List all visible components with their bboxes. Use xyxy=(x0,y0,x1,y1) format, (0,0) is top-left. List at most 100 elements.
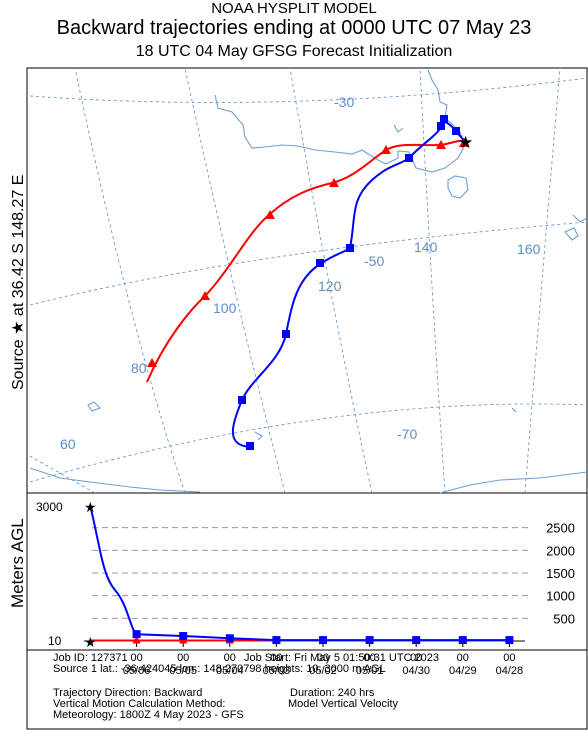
lat-label-30: -30 xyxy=(334,94,354,110)
kerguelen-island xyxy=(87,401,101,412)
profile-series-marker xyxy=(272,636,281,645)
profile-x-tick-date: 04/28 xyxy=(496,665,524,677)
spencer-gulf xyxy=(393,124,404,133)
map-grid-labels: -30 -50 -70 60 80 100 120 140 160 xyxy=(60,94,541,452)
antarctica-coastline-east xyxy=(439,471,588,494)
trajectory-3000m-marker xyxy=(346,244,354,252)
profile-height-label: 2500 xyxy=(546,521,575,536)
trajectory-10m-marker xyxy=(436,140,446,149)
trajectory-title: Backward trajectories ending at 0000 UTC… xyxy=(56,17,532,39)
lon-line-60 xyxy=(27,454,96,494)
vertical-motion-method: Vertical Motion Calculation Method: xyxy=(53,698,226,710)
profile-series xyxy=(89,504,514,645)
lon-label-160: 160 xyxy=(517,241,541,257)
profile-series-marker xyxy=(132,630,141,639)
profile-frame xyxy=(26,492,588,651)
trajectory-3000m-marker xyxy=(452,127,460,135)
profile-start-star-icon: ★ xyxy=(84,635,97,651)
lon-line-140 xyxy=(419,67,446,494)
profile-series-marker xyxy=(458,636,467,645)
tasmania-coastline xyxy=(447,175,469,199)
profile-x-tick-date: 05/05 xyxy=(169,665,197,677)
trajectory-10m xyxy=(146,138,469,383)
trajectory-3000m xyxy=(231,115,467,450)
trajectory-3000m-marker xyxy=(246,442,254,450)
profile-x-tick-hour: 00 xyxy=(317,652,329,664)
lon-label-80: 80 xyxy=(131,360,147,376)
macquarie-island xyxy=(511,407,517,413)
profile-x-tick-hour: 00 xyxy=(410,652,422,664)
map-graticule xyxy=(27,67,588,494)
meteorology: Meteorology: 1800Z 4 May 2023 - GFS xyxy=(53,709,244,721)
profile-grid xyxy=(92,527,528,619)
profile-label-10: 10 xyxy=(48,634,62,648)
trajectory-direction: Trajectory Direction: Backward xyxy=(53,687,203,699)
profile-label-3000: 3000 xyxy=(36,500,63,514)
profile-series-marker xyxy=(225,634,234,643)
trajectory-10m-marker xyxy=(147,358,157,367)
trajectory-10m-marker xyxy=(329,178,339,187)
lon-label-120: 120 xyxy=(318,278,342,294)
new-zealand-coastline xyxy=(572,214,588,223)
map-frame xyxy=(26,67,588,494)
lat-line-70 xyxy=(29,403,588,483)
trajectory-3000m-marker xyxy=(282,330,290,338)
job-start: Job Start: Fri May 5 01:50:31 UTC 2023 xyxy=(244,652,440,664)
profile-height-label: 1500 xyxy=(546,566,575,581)
trajectory-3000m-marker xyxy=(316,259,324,267)
info-frame xyxy=(26,649,588,730)
trajectory-3000m-marker xyxy=(405,154,413,162)
profile-x-tick-date: 05/03 xyxy=(263,665,291,677)
profile-height-label: 1000 xyxy=(546,589,575,604)
trajectory-10m-marker xyxy=(200,291,210,300)
lon-line-160 xyxy=(524,67,561,494)
profile-x-tick-hour: 00 xyxy=(457,652,469,664)
profile-x-tick-hour: 00 xyxy=(130,652,142,664)
australia-coastline xyxy=(214,69,466,173)
job-id: Job ID: 127371 xyxy=(53,652,128,664)
forecast-subtitle: 18 UTC 04 May GFSG Forecast Initializati… xyxy=(135,43,453,60)
trajectory-3000m-path xyxy=(231,121,467,448)
job-info-panel: Job ID: 127371 Job Start: Fri May 5 01:5… xyxy=(28,650,588,730)
profile-x-tick-hour: 00 xyxy=(224,652,236,664)
profile-x-tick-date: 05/06 xyxy=(123,665,151,677)
profile-x-tick-date: 05/02 xyxy=(309,665,337,677)
new-zealand-south xyxy=(564,227,579,241)
lon-line-120 xyxy=(289,67,373,494)
lat-line-50 xyxy=(29,221,588,306)
profile-x-tick-hour: 00 xyxy=(270,652,282,664)
trajectory-3000m-marker xyxy=(437,122,445,130)
antarctica-coastline-west xyxy=(29,467,201,493)
lon-label-140: 140 xyxy=(414,239,438,255)
trajectory-10m-path xyxy=(146,139,467,383)
profile-series-marker xyxy=(132,635,141,644)
profile-series-marker xyxy=(412,636,421,645)
profile-series-marker xyxy=(179,632,188,641)
lat-label-70: -70 xyxy=(397,426,417,442)
profile-x-tick-hour: 00 xyxy=(177,652,189,664)
profile-x-ticks: 0005/060005/050005/040005/030005/020005/… xyxy=(123,641,523,677)
profile-height-label: 500 xyxy=(553,611,575,626)
profile-series-marker xyxy=(365,636,374,645)
source-details: Source 1 lat.: -36.424045 lon.: 148.2707… xyxy=(53,663,386,675)
profile-height-label: 2000 xyxy=(546,543,575,558)
profile-start-star-icon: ★ xyxy=(84,500,97,516)
profile-x-tick-hour: 00 xyxy=(503,652,515,664)
source-star-icon: ★ xyxy=(458,133,473,153)
lat-label-50: -50 xyxy=(364,253,384,269)
vertical-motion-value: Model Vertical Velocity xyxy=(288,698,399,710)
lat-line-30 xyxy=(29,77,588,103)
model-title: NOAA HYSPLIT MODEL xyxy=(211,0,377,17)
profile-x-tick-date: 04/30 xyxy=(402,665,430,677)
lon-label-60: 60 xyxy=(60,436,76,452)
profile-x-tick-date: 05/01 xyxy=(356,665,384,677)
lon-line-80 xyxy=(74,67,186,494)
trajectory-duration: Duration: 240 hrs xyxy=(290,687,375,699)
profile-x-tick-date: 05/04 xyxy=(216,665,244,677)
heard-island xyxy=(254,431,263,441)
profile-x-tick-date: 04/29 xyxy=(449,665,477,677)
trajectory-10m-marker xyxy=(265,210,275,219)
trajectory-3000m-marker xyxy=(238,396,246,404)
lon-line-100 xyxy=(184,67,286,494)
